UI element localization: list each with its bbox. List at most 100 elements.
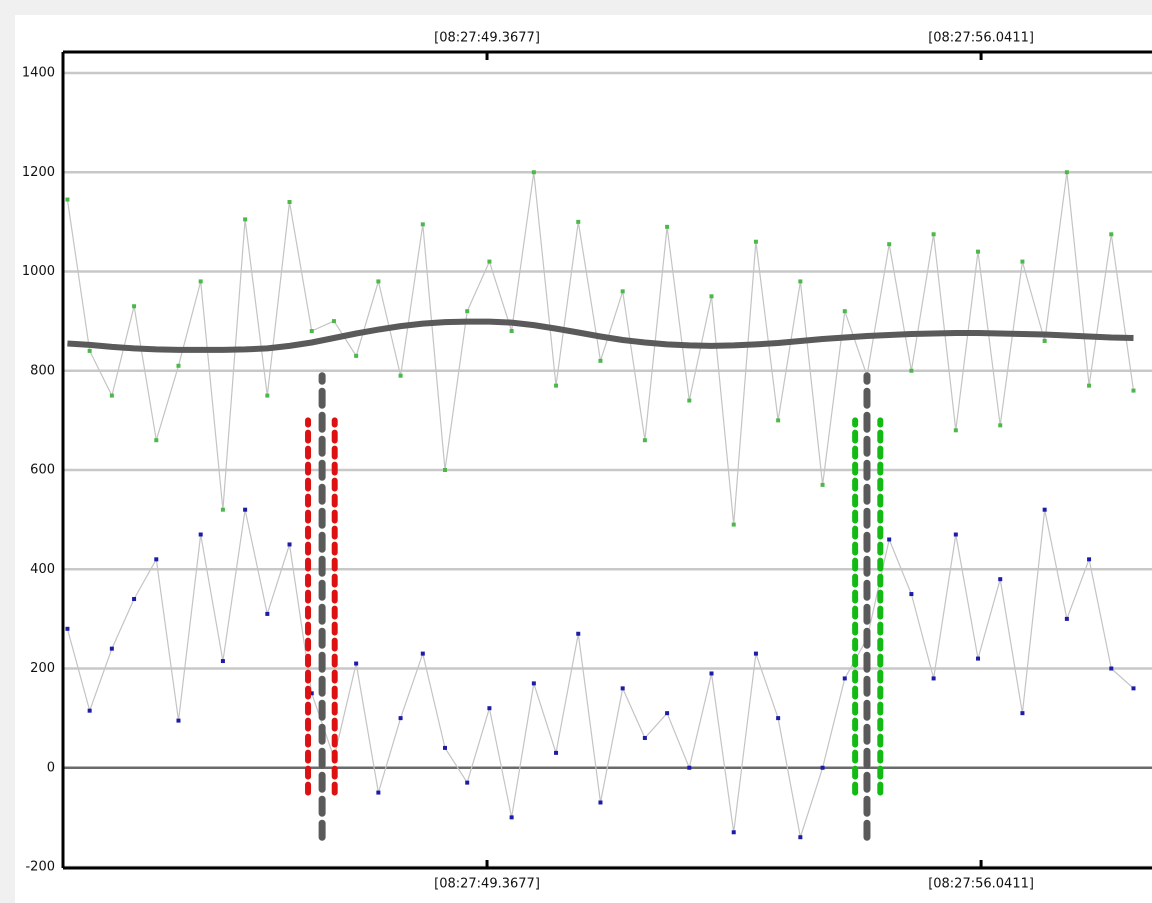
data-point [443, 468, 448, 472]
data-point [354, 661, 359, 666]
data-point [220, 659, 225, 664]
x-tick-label-bottom: [08:27:56.0411] [928, 877, 1034, 892]
data-point [531, 170, 536, 175]
x-tick-label-top: [08:27:56.0411] [928, 31, 1034, 46]
data-point [753, 239, 758, 244]
data-point [665, 711, 670, 716]
data-point [976, 249, 981, 254]
data-point [509, 815, 514, 820]
data-point [620, 289, 625, 294]
data-point [154, 438, 159, 443]
data-point [620, 686, 625, 691]
data-point [731, 522, 736, 527]
data-point [554, 383, 559, 388]
data-point [1042, 338, 1047, 343]
data-point [953, 428, 958, 433]
data-point [953, 532, 958, 537]
data-point [465, 780, 470, 785]
data-point [976, 656, 981, 661]
data-point [176, 718, 181, 723]
data-point [687, 765, 692, 770]
x-tick-label-top: [08:27:49.3677] [434, 31, 540, 46]
data-point [1109, 232, 1114, 237]
data-point [398, 373, 403, 378]
y-tick-label: 1000 [22, 264, 55, 279]
data-point [220, 507, 225, 512]
data-point [931, 232, 936, 237]
data-point [487, 706, 492, 711]
trend-line [67, 318, 1134, 353]
data-point [1087, 383, 1092, 388]
data-point [820, 765, 825, 770]
data-point [798, 835, 803, 840]
data-point [554, 750, 559, 755]
data-point [87, 708, 92, 713]
data-point [709, 671, 714, 676]
data-point [309, 691, 314, 696]
data-point [132, 304, 137, 309]
data-point [642, 735, 647, 740]
plot-area [63, 52, 1152, 868]
data-point [1087, 557, 1092, 562]
data-point [776, 418, 781, 423]
data-point [509, 329, 514, 334]
data-point [1064, 616, 1069, 621]
data-point [1131, 388, 1136, 393]
data-point [154, 557, 159, 562]
data-point [753, 651, 758, 656]
data-point [531, 681, 536, 686]
data-point [109, 646, 114, 651]
data-point [998, 577, 1003, 582]
data-point [665, 224, 670, 229]
data-point [376, 790, 381, 795]
y-tick-label: 1400 [22, 66, 55, 81]
data-point [309, 329, 314, 334]
data-point [998, 423, 1003, 428]
data-point [798, 279, 803, 284]
data-point [198, 279, 203, 284]
data-point [931, 676, 936, 681]
data-point [176, 363, 181, 368]
data-point [243, 507, 248, 512]
data-point [887, 242, 892, 247]
data-point [420, 222, 425, 227]
y-tick-label: -200 [25, 860, 55, 875]
data-point [909, 592, 914, 597]
data-point [842, 676, 847, 681]
y-tick-label: 600 [30, 463, 55, 478]
data-point [642, 438, 647, 443]
data-point [1042, 507, 1047, 512]
data-point [376, 279, 381, 284]
data-point [598, 358, 603, 363]
data-point [820, 482, 825, 487]
data-point [1109, 666, 1114, 671]
data-point [1064, 170, 1069, 175]
data-point [465, 309, 470, 314]
data-point [65, 197, 70, 202]
data-point [420, 651, 425, 656]
data-point [243, 217, 248, 222]
data-point [576, 631, 581, 636]
y-tick-label: 400 [30, 562, 55, 577]
data-point [265, 393, 270, 398]
data-point [265, 611, 270, 616]
data-point [842, 309, 847, 314]
data-point [65, 626, 70, 631]
data-point [1020, 711, 1025, 716]
data-point [776, 716, 781, 721]
data-point [443, 745, 448, 750]
data-point [487, 259, 492, 264]
data-point [731, 830, 736, 835]
x-tick-label-bottom: [08:27:49.3677] [434, 877, 540, 892]
data-point [598, 800, 603, 805]
data-point [287, 542, 292, 547]
y-tick-label: 800 [30, 363, 55, 378]
data-point [709, 294, 714, 299]
data-point [1131, 686, 1136, 691]
data-point [132, 597, 137, 602]
data-point [87, 348, 92, 353]
data-point [687, 398, 692, 403]
data-point [576, 219, 581, 224]
